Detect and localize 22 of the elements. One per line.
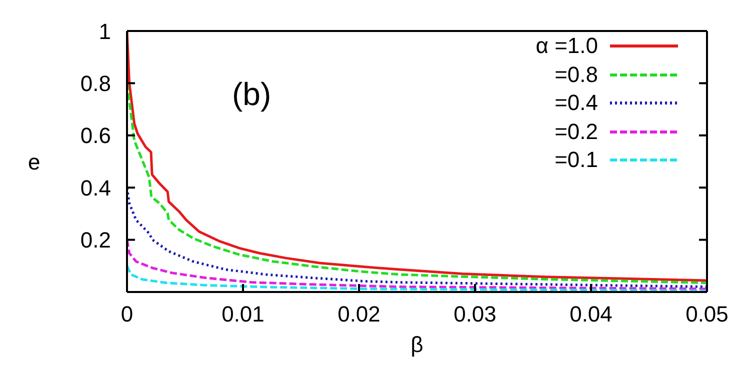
legend-label: =0.8	[554, 60, 598, 88]
x-tick-label: 0.03	[454, 302, 496, 327]
x-tick-label: 0.04	[570, 302, 612, 327]
y-tick-label: 0.4	[80, 175, 111, 200]
legend-label: =0.1	[554, 146, 598, 174]
y-tick-label: 0.6	[80, 123, 111, 148]
y-tick-label: 0.8	[80, 71, 111, 96]
line-series	[127, 238, 707, 290]
annotation: (b)	[232, 76, 272, 112]
x-tick-label: 0	[120, 302, 134, 327]
x-tick-label: 0.02	[338, 302, 380, 327]
x-tick-label: 0.01	[222, 302, 264, 327]
y-tick-label: 0.2	[80, 228, 111, 253]
x-axis-title: β	[410, 332, 424, 357]
line-series	[127, 82, 707, 284]
line-series	[127, 186, 707, 288]
y-axis-title: e	[28, 149, 40, 174]
y-tick-label: 1	[98, 18, 111, 44]
legend-label: =0.4	[554, 89, 598, 117]
legend-label: α =1.0	[536, 32, 598, 60]
legend-label: =0.2	[554, 118, 598, 146]
x-tick-label: 0.05	[686, 302, 728, 327]
